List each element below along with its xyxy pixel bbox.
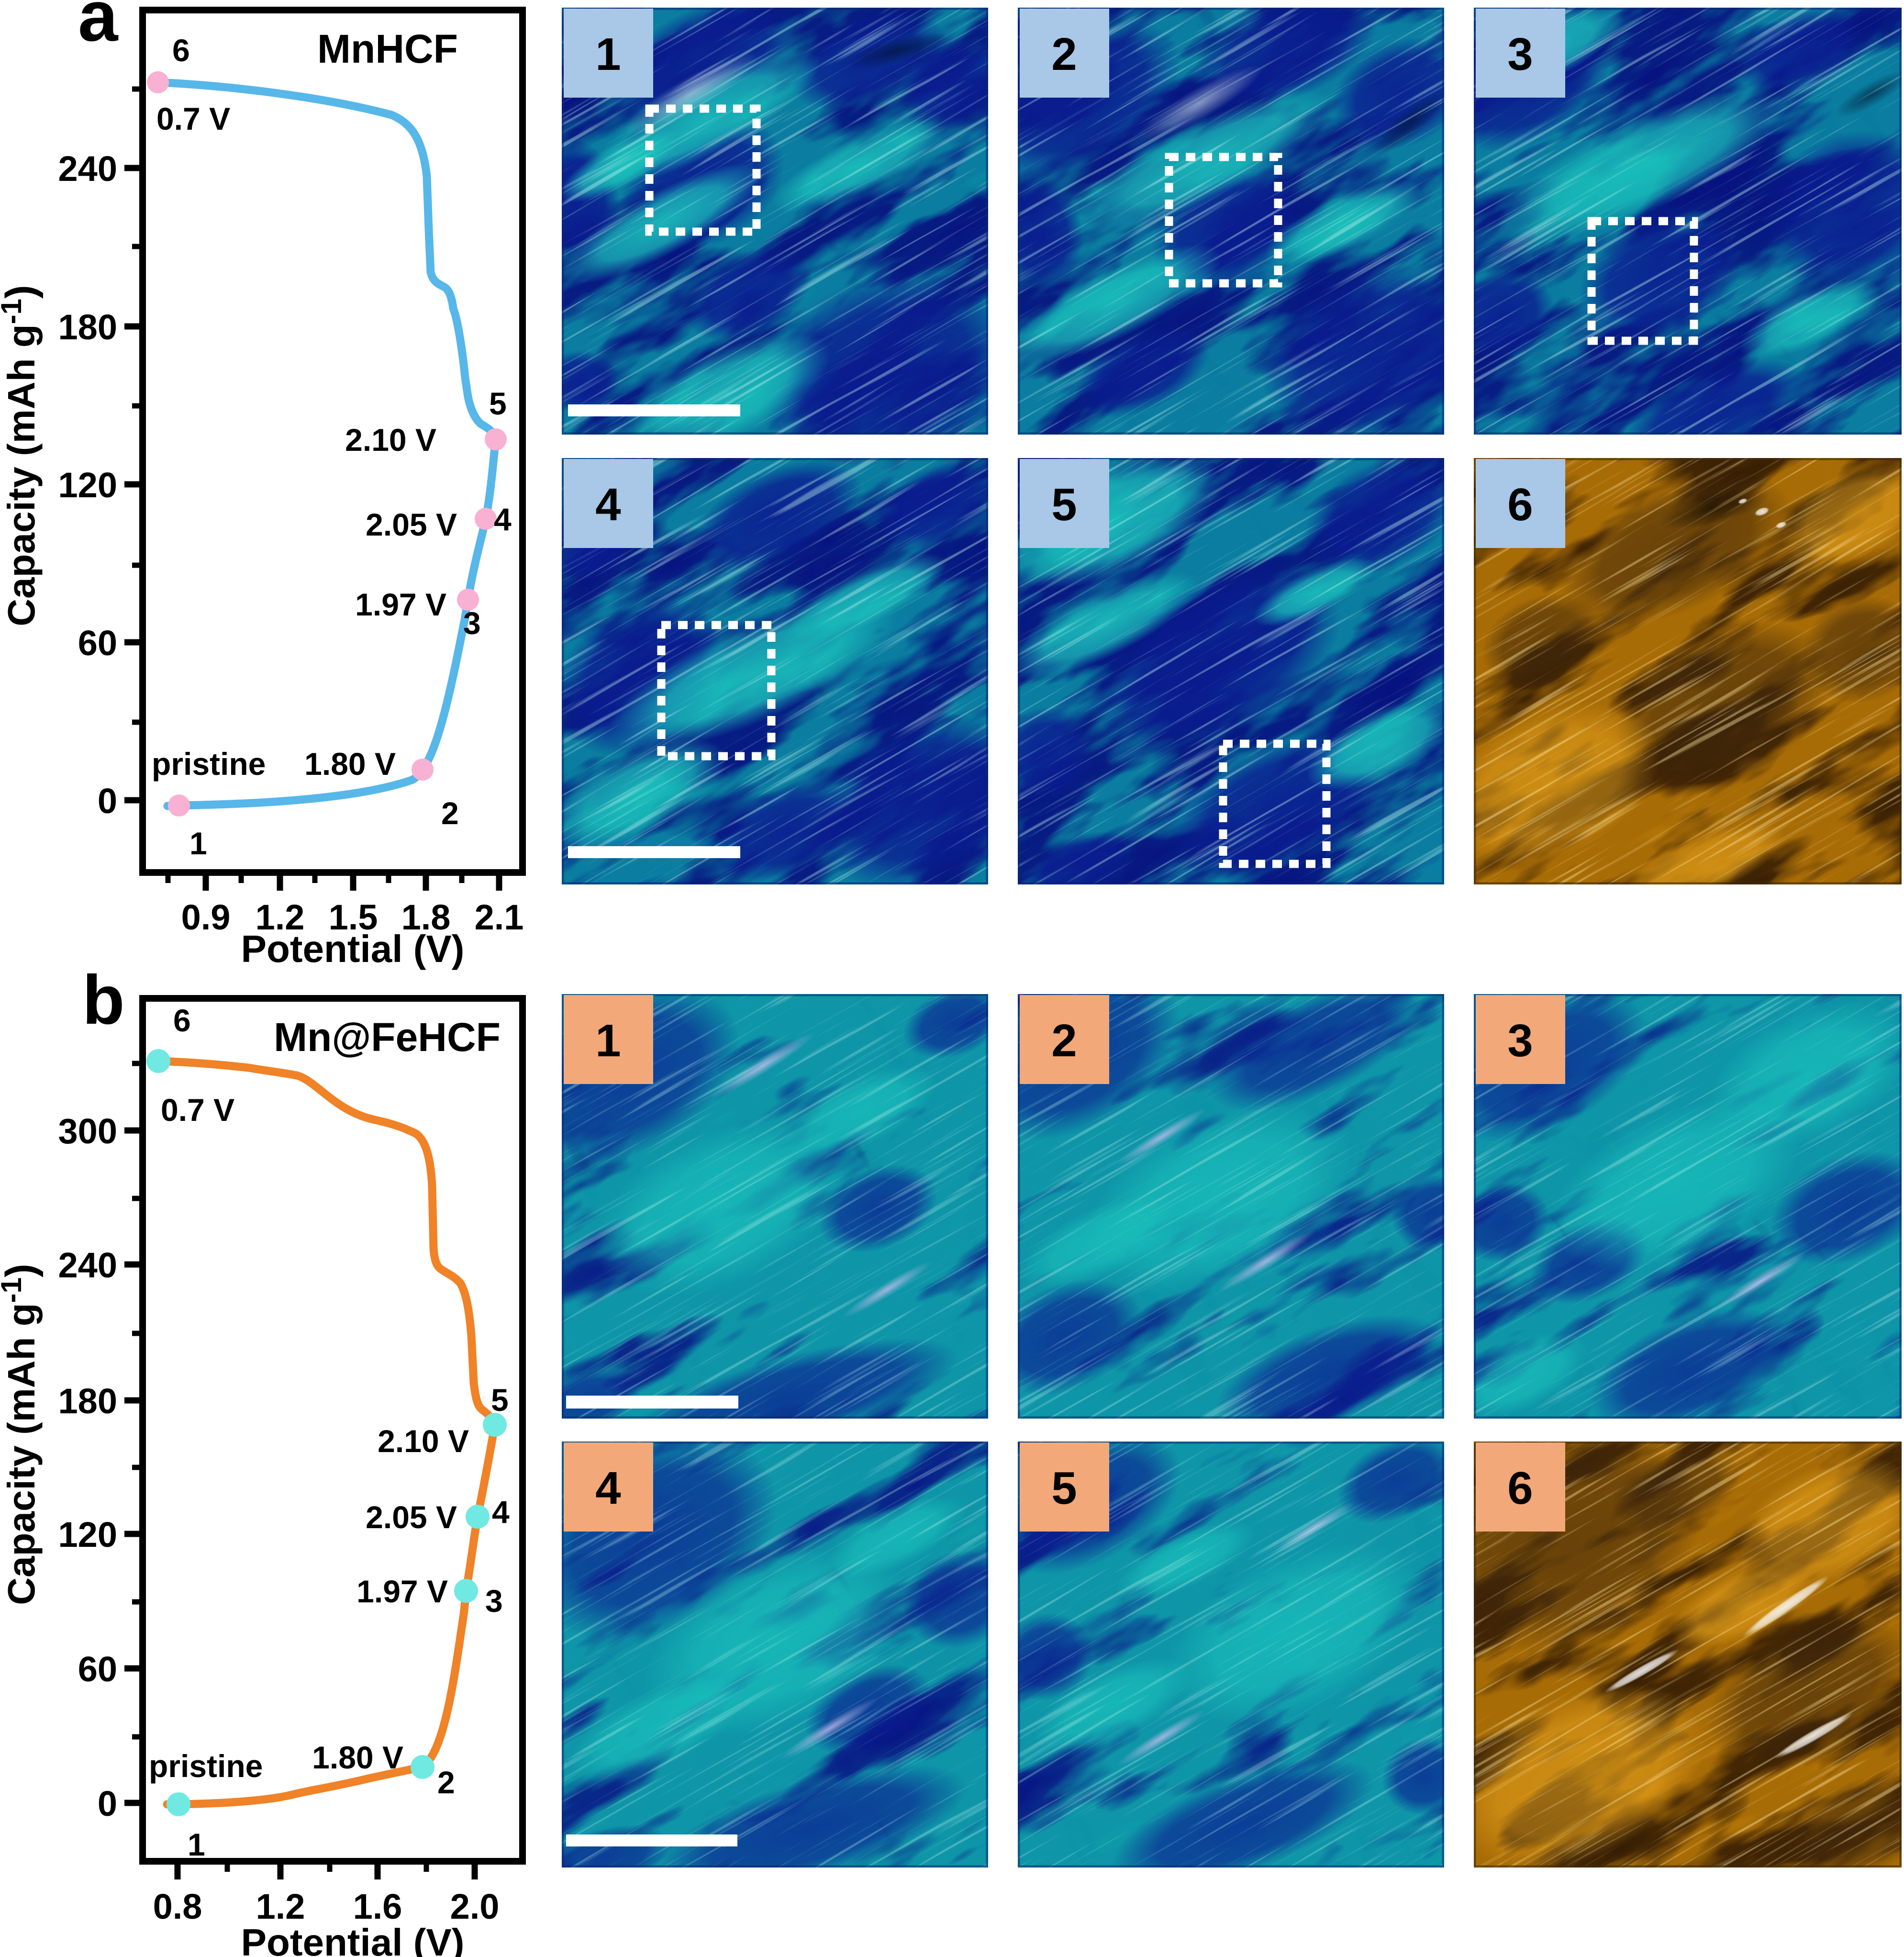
svg-text:1.80 V: 1.80 V xyxy=(312,1740,403,1775)
svg-text:4: 4 xyxy=(492,1494,510,1530)
svg-text:MnHCF: MnHCF xyxy=(317,26,458,71)
svg-text:240: 240 xyxy=(58,1245,117,1285)
svg-text:pristine: pristine xyxy=(149,1748,263,1784)
svg-text:4: 4 xyxy=(494,502,512,537)
svg-text:2.10 V: 2.10 V xyxy=(378,1423,469,1459)
svg-text:1.5: 1.5 xyxy=(329,897,378,937)
svg-text:0.8: 0.8 xyxy=(153,1887,202,1926)
svg-text:3: 3 xyxy=(1507,29,1533,80)
svg-text:a: a xyxy=(78,0,119,56)
svg-text:6: 6 xyxy=(1507,479,1533,530)
svg-text:300: 300 xyxy=(58,1111,117,1151)
svg-text:2.05 V: 2.05 V xyxy=(366,507,457,542)
svg-text:60: 60 xyxy=(78,623,117,663)
svg-text:3: 3 xyxy=(1507,1015,1533,1066)
svg-text:60: 60 xyxy=(78,1649,117,1689)
svg-text:Potential (V): Potential (V) xyxy=(241,1921,465,1957)
svg-text:180: 180 xyxy=(58,1381,117,1421)
svg-text:b: b xyxy=(82,961,125,1039)
svg-text:1: 1 xyxy=(595,1015,621,1066)
svg-text:6: 6 xyxy=(1507,1463,1533,1514)
svg-text:5: 5 xyxy=(489,386,507,421)
svg-text:2: 2 xyxy=(437,1765,455,1800)
svg-text:5: 5 xyxy=(1051,1463,1077,1514)
svg-text:2: 2 xyxy=(1051,29,1077,80)
svg-text:2.0: 2.0 xyxy=(450,1887,500,1926)
svg-text:1: 1 xyxy=(189,826,207,861)
svg-text:5: 5 xyxy=(1051,479,1077,530)
svg-text:1: 1 xyxy=(188,1827,205,1862)
svg-text:2: 2 xyxy=(441,795,459,831)
svg-text:1: 1 xyxy=(595,29,621,80)
svg-text:1.97 V: 1.97 V xyxy=(356,1574,448,1609)
svg-text:Capacity (mAh g-1): Capacity (mAh g-1) xyxy=(0,1264,44,1605)
svg-text:0: 0 xyxy=(98,1784,117,1823)
svg-text:1.80 V: 1.80 V xyxy=(304,746,396,782)
svg-text:120: 120 xyxy=(58,465,117,505)
svg-text:3: 3 xyxy=(463,605,481,641)
svg-text:0: 0 xyxy=(98,781,117,821)
svg-text:pristine: pristine xyxy=(152,746,266,782)
svg-text:Potential (V): Potential (V) xyxy=(241,928,465,970)
svg-text:2: 2 xyxy=(1051,1015,1077,1066)
svg-text:240: 240 xyxy=(58,149,117,189)
svg-text:5: 5 xyxy=(491,1382,509,1418)
svg-text:3: 3 xyxy=(485,1583,503,1619)
svg-text:1.2: 1.2 xyxy=(256,1887,305,1926)
svg-text:4: 4 xyxy=(595,1463,621,1514)
svg-text:0.7 V: 0.7 V xyxy=(156,101,230,136)
svg-text:6: 6 xyxy=(173,1003,191,1038)
svg-text:0.7 V: 0.7 V xyxy=(161,1092,234,1128)
svg-text:Capacity (mAh g-1): Capacity (mAh g-1) xyxy=(0,285,44,626)
svg-text:1.97 V: 1.97 V xyxy=(355,587,446,622)
svg-text:Mn@FeHCF: Mn@FeHCF xyxy=(274,1015,501,1060)
svg-text:4: 4 xyxy=(595,479,621,530)
svg-text:2.05 V: 2.05 V xyxy=(366,1499,457,1535)
svg-text:2.10 V: 2.10 V xyxy=(345,422,436,458)
svg-text:120: 120 xyxy=(58,1515,117,1554)
svg-text:1.2: 1.2 xyxy=(256,897,305,937)
svg-text:0.9: 0.9 xyxy=(181,897,231,937)
svg-text:6: 6 xyxy=(172,33,190,68)
svg-text:2.1: 2.1 xyxy=(475,897,524,937)
svg-text:180: 180 xyxy=(58,307,117,347)
svg-text:1.8: 1.8 xyxy=(401,897,451,937)
svg-text:1.6: 1.6 xyxy=(353,1887,402,1926)
